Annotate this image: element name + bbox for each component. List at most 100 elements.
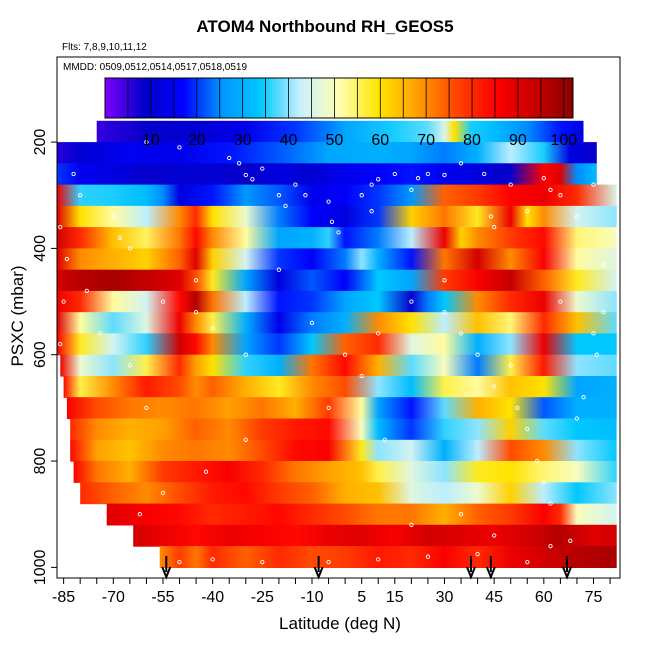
colorbar-tick-label: 70 (417, 132, 435, 149)
colorbar-segment (394, 78, 398, 118)
colorbar-segment (379, 78, 384, 118)
axes: -85 -70 -55 -40 -25 -10 5 15 30 45 60 75 200 400 600 80… (32, 56, 621, 606)
colorbar-segment (529, 78, 533, 118)
measurement-dot (601, 262, 606, 267)
colorbar-segment (289, 78, 293, 118)
colorbar-segment (143, 78, 147, 118)
colorbar-segment (207, 78, 211, 118)
measurement-dot (492, 224, 497, 230)
measurement-dot (236, 161, 242, 166)
colorbar-segment (464, 78, 469, 118)
colorbar-segment (265, 78, 270, 118)
x-tick-label: 5 (357, 589, 366, 606)
x-tick-label: -25 (251, 589, 274, 606)
measurement-dot (260, 166, 265, 171)
colorbar-segment (339, 78, 343, 118)
measurement-dot (442, 278, 447, 283)
colorbar-segment (409, 78, 413, 118)
rh-band (70, 418, 617, 441)
colorbar-segment (198, 78, 203, 118)
colorbar-segment (128, 78, 132, 118)
measurement-dot (525, 559, 530, 565)
colorbar-segment (107, 78, 112, 118)
rh-bands (57, 120, 617, 568)
measurement-dot (541, 480, 546, 485)
x-tick-label: -40 (201, 589, 224, 606)
measurement-dot (558, 193, 563, 198)
rh-band (96, 120, 584, 143)
measurement-dot (369, 209, 374, 214)
colorbar-segment (257, 78, 261, 118)
measurement-dot (482, 171, 487, 177)
colorbar-segment (160, 78, 164, 118)
colorbar-segment (274, 78, 279, 118)
colorbar-segment (502, 78, 507, 118)
measurement-dot (392, 171, 397, 177)
x-tick-label: 45 (485, 589, 503, 606)
measurement-dot (326, 199, 331, 204)
measurement-dot (525, 209, 530, 214)
measurement-dot (78, 193, 83, 198)
colorbar-segment (122, 78, 126, 118)
flight-arrow-head (562, 566, 572, 580)
colorbar-segment (385, 78, 390, 118)
rh-band (133, 524, 617, 547)
measurement-dot (276, 193, 282, 198)
measurement-dot (71, 171, 76, 177)
x-axis-label: Latitude (deg N) (279, 614, 401, 633)
measurement-dot (591, 182, 596, 187)
measurement-dot (177, 559, 182, 565)
colorbar-segment (423, 78, 428, 118)
colorbar-segment (254, 78, 258, 118)
colorbar-segment (412, 78, 416, 118)
colorbar-tick-label: 100 (550, 132, 577, 149)
colorbar-segment (444, 78, 448, 118)
measurement-dot (475, 551, 480, 557)
colorbar-segment (353, 78, 358, 118)
colorbar-segment (292, 78, 296, 118)
colorbar-segment (526, 78, 530, 118)
measurement-dot (581, 395, 586, 400)
colorbar-segment (195, 78, 200, 118)
measurement-dot (64, 256, 70, 262)
y-tick-label: 200 (32, 129, 49, 156)
colorbar-tick-label: 40 (280, 132, 298, 149)
colorbar-segment (210, 78, 214, 118)
colorbar-segment (277, 78, 281, 118)
colorbar-segment (374, 78, 378, 118)
colorbar-segment (388, 78, 393, 118)
colorbar-segment (362, 78, 366, 118)
measurement-dot (409, 522, 414, 527)
measurement-dot (568, 538, 573, 543)
colorbar-segment (546, 78, 551, 118)
colorbar-segment (555, 78, 559, 118)
colorbar-segment (189, 78, 194, 118)
colorbar-segment (321, 78, 325, 118)
colorbar-segment (400, 78, 404, 118)
colorbar-segment (333, 78, 337, 118)
colorbar-segment (119, 78, 124, 118)
x-tick-label: -85 (52, 589, 75, 606)
colorbar-segment (456, 78, 460, 118)
colorbar-segment (438, 78, 442, 118)
measurement-dot (243, 172, 248, 178)
measurement-dot (309, 320, 315, 325)
measurement-dot (326, 559, 331, 565)
colorbar-segment (110, 78, 115, 118)
colorbar-segment (286, 78, 290, 118)
colorbar-segment (368, 78, 372, 118)
measurement-dot (61, 299, 66, 304)
y-tick-label: 400 (32, 235, 49, 262)
colorbar-segment (151, 78, 156, 118)
measurement-dot (210, 557, 215, 562)
measurement-dot (369, 182, 374, 187)
x-tick-label: 75 (585, 589, 603, 606)
colorbar-segment (534, 78, 539, 118)
colorbar-segment (356, 78, 360, 118)
x-tick-label: -70 (102, 589, 125, 606)
measurement-dot (210, 325, 215, 331)
colorbar-segment (324, 78, 328, 118)
colorbar-segment (157, 78, 162, 118)
rh-band (57, 184, 617, 207)
